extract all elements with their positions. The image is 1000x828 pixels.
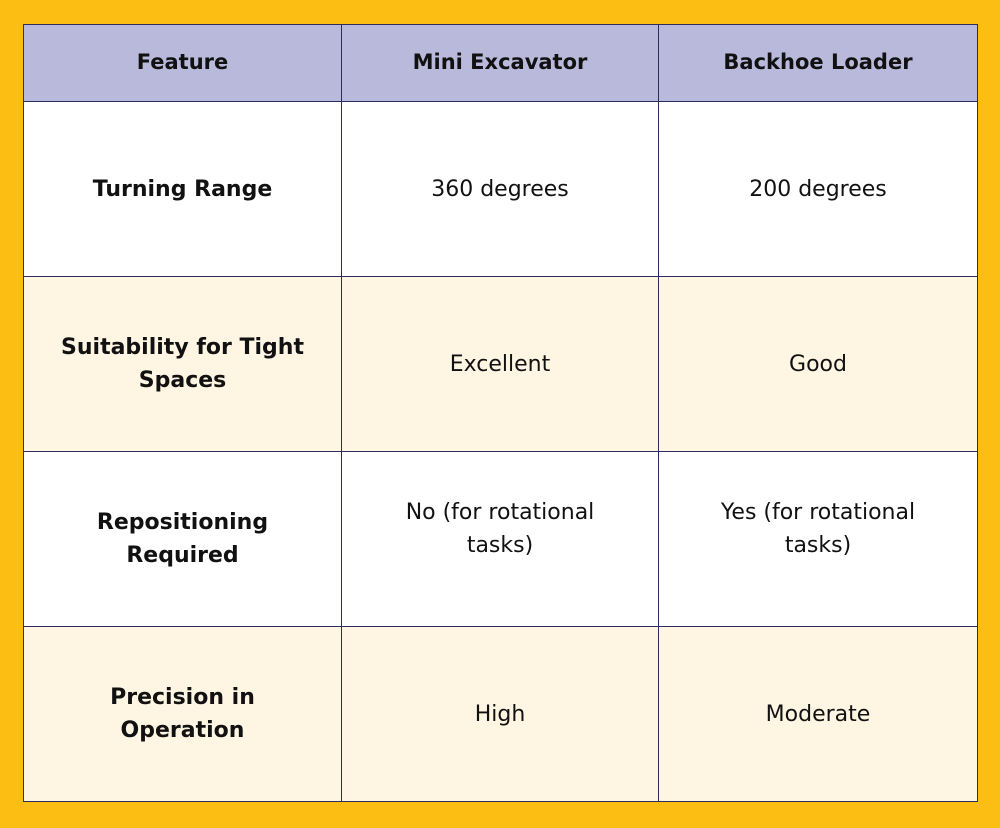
feature-cell: Precision in Operation [23, 626, 342, 802]
feature-label: Turning Range [92, 176, 273, 202]
cell-value: No (for rotational tasks) [405, 500, 595, 558]
mini-excavator-cell: Excellent [341, 276, 659, 452]
table-row: Turning Range 360 degrees 200 degrees [23, 101, 978, 277]
mini-excavator-cell: No (for rotational tasks) [341, 451, 659, 627]
cell-value: Good [789, 351, 847, 377]
cell-value: 200 degrees [749, 176, 887, 202]
backhoe-loader-cell: Good [658, 276, 978, 452]
table-row: Repositioning Required No (for rotationa… [23, 451, 978, 627]
table-row: Suitability for Tight Spaces Excellent G… [23, 276, 978, 452]
feature-label: Repositioning Required [96, 510, 269, 568]
cell-value: 360 degrees [431, 176, 569, 202]
header-feature: Feature [23, 24, 342, 102]
cell-value: Excellent [449, 351, 551, 377]
comparison-table: Feature Mini Excavator Backhoe Loader Tu… [23, 24, 978, 802]
table-header-row: Feature Mini Excavator Backhoe Loader [23, 24, 978, 102]
mini-excavator-cell: 360 degrees [341, 101, 659, 277]
header-backhoe-loader: Backhoe Loader [658, 24, 978, 102]
feature-cell: Repositioning Required [23, 451, 342, 627]
backhoe-loader-cell: 200 degrees [658, 101, 978, 277]
cell-value: Yes (for rotational tasks) [720, 500, 916, 558]
backhoe-loader-cell: Moderate [658, 626, 978, 802]
feature-label: Suitability for Tight Spaces [61, 335, 304, 393]
feature-label: Precision in Operation [110, 685, 255, 743]
cell-value: Moderate [765, 701, 871, 727]
header-mini-excavator: Mini Excavator [341, 24, 659, 102]
feature-cell: Turning Range [23, 101, 342, 277]
backhoe-loader-cell: Yes (for rotational tasks) [658, 451, 978, 627]
table-row: Precision in Operation High Moderate [23, 626, 978, 802]
feature-cell: Suitability for Tight Spaces [23, 276, 342, 452]
mini-excavator-cell: High [341, 626, 659, 802]
cell-value: High [474, 701, 526, 727]
